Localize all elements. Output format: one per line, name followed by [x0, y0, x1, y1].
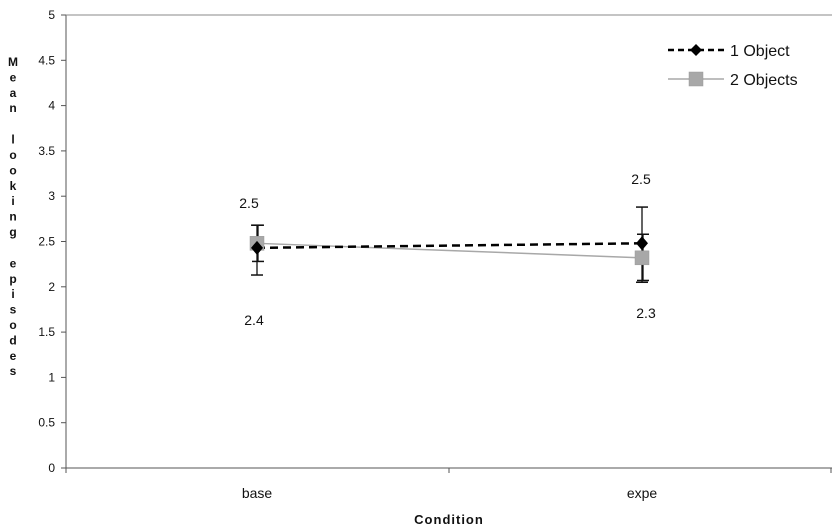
legend: 1 Object 2 Objects: [668, 43, 798, 89]
y-axis-title-char: i: [11, 194, 14, 208]
point-marker-diamond: [251, 240, 263, 255]
y-tick-label: 1: [48, 370, 55, 384]
y-tick-label: 0.5: [38, 416, 55, 430]
x-ticks: base expe: [65, 468, 832, 501]
data-label: 2.3: [636, 305, 656, 321]
data-label: 2.5: [239, 195, 259, 211]
y-axis-title-char: n: [9, 101, 16, 115]
y-axis-title-char: d: [9, 333, 16, 347]
y-axis-title-char: e: [10, 349, 17, 363]
y-axis-title-char: i: [11, 287, 14, 301]
y-tick-label: 2.5: [38, 235, 55, 249]
y-axis-title-char: e: [10, 256, 17, 270]
series-line: [256, 242, 643, 259]
y-axis-title-char: s: [10, 364, 17, 378]
y-axis-title-char: a: [10, 86, 17, 100]
legend-marker-diamond: [690, 44, 702, 56]
legend-marker-square: [688, 71, 704, 87]
x-axis-title: Condition: [414, 512, 484, 526]
y-axis-title-char: n: [9, 210, 16, 224]
y-axis-title-char: s: [10, 303, 17, 317]
y-tick-label: 4: [48, 99, 55, 113]
y-tick-label: 0: [48, 461, 55, 475]
y-axis-title-char: p: [9, 272, 16, 286]
point-marker-square: [634, 250, 650, 266]
y-axis-title-char: g: [9, 225, 16, 239]
y-axis-title-char: k: [10, 179, 17, 193]
legend-label: 2 Objects: [730, 72, 798, 89]
y-axis-title-char: M: [8, 55, 18, 69]
y-tick-label: 4.5: [38, 53, 55, 67]
y-tick-label: 2: [48, 280, 55, 294]
y-tick-label: 3: [48, 189, 55, 203]
y-tick-label: 3.5: [38, 144, 55, 158]
data-label: 2.5: [631, 171, 651, 187]
series-layer: [249, 206, 650, 284]
plot-frame: [65, 14, 832, 469]
y-ticks: 0 0.5 1 1.5 2 2.5 3 3.5 4 4.5 5: [38, 8, 66, 475]
y-tick-label: 1.5: [38, 325, 55, 339]
legend-label: 1 Object: [730, 43, 790, 60]
y-tick-label: 5: [48, 8, 55, 22]
x-tick-label: expe: [627, 485, 658, 501]
y-axis-title-char: e: [10, 70, 17, 84]
x-tick-label: base: [242, 485, 273, 501]
point-marker-diamond: [636, 236, 648, 251]
y-axis-title-char: l: [11, 133, 14, 147]
y-axis-title-char: o: [9, 148, 16, 162]
y-axis-title-char: o: [9, 163, 16, 177]
y-axis-title-char: o: [9, 318, 16, 332]
data-labels: 2.4 2.5 2.5 2.3: [239, 171, 656, 328]
data-label: 2.4: [244, 312, 264, 328]
